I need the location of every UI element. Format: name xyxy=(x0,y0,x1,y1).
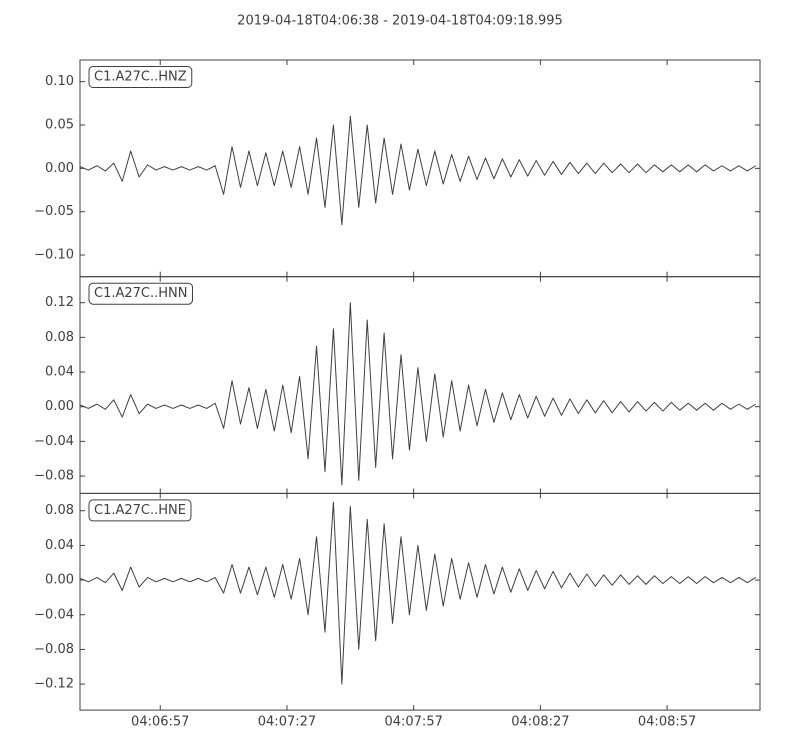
y-tick-label: 0.08 xyxy=(45,330,74,345)
y-tick-label: 0.05 xyxy=(45,118,74,133)
panel-frame xyxy=(79,492,761,711)
y-tick-label: −0.08 xyxy=(34,469,74,484)
y-tick-label: 0.12 xyxy=(45,295,74,310)
y-tick-label: −0.04 xyxy=(34,434,74,449)
y-tick-label: 0.00 xyxy=(45,399,74,414)
x-tick-label: 04:07:57 xyxy=(384,715,442,730)
waveform xyxy=(80,302,757,486)
x-tick-label: 04:07:27 xyxy=(258,715,316,730)
y-tick-label: 0.10 xyxy=(45,74,74,89)
trace-label: C1.A27C..HNE xyxy=(94,503,186,518)
chart-title: 2019-04-18T04:06:38 - 2019-04-18T04:09:1… xyxy=(237,14,563,29)
y-tick-label: −0.10 xyxy=(34,248,74,263)
y-tick-label: −0.08 xyxy=(34,642,74,657)
trace-label-box xyxy=(88,499,192,522)
trace-label: C1.A27C..HNZ xyxy=(94,70,187,85)
y-tick-label: −0.05 xyxy=(34,204,74,219)
y-tick-label: −0.12 xyxy=(34,677,74,692)
y-tick-label: 0.08 xyxy=(45,503,74,518)
trace-label: C1.A27C..HNN xyxy=(94,286,187,301)
waveform xyxy=(80,501,757,685)
x-tick-label: 04:06:57 xyxy=(131,715,189,730)
trace-label-box xyxy=(88,282,193,305)
x-tick-label: 04:08:57 xyxy=(638,715,696,730)
x-tick-label: 04:08:27 xyxy=(511,715,569,730)
trace-label-box xyxy=(88,66,193,88)
y-tick-label: 0.00 xyxy=(45,573,74,588)
y-tick-label: 0.00 xyxy=(45,161,74,176)
y-tick-label: −0.04 xyxy=(34,607,74,622)
y-tick-label: 0.04 xyxy=(45,365,74,380)
waveform xyxy=(80,115,757,226)
y-tick-label: 0.04 xyxy=(45,538,74,553)
